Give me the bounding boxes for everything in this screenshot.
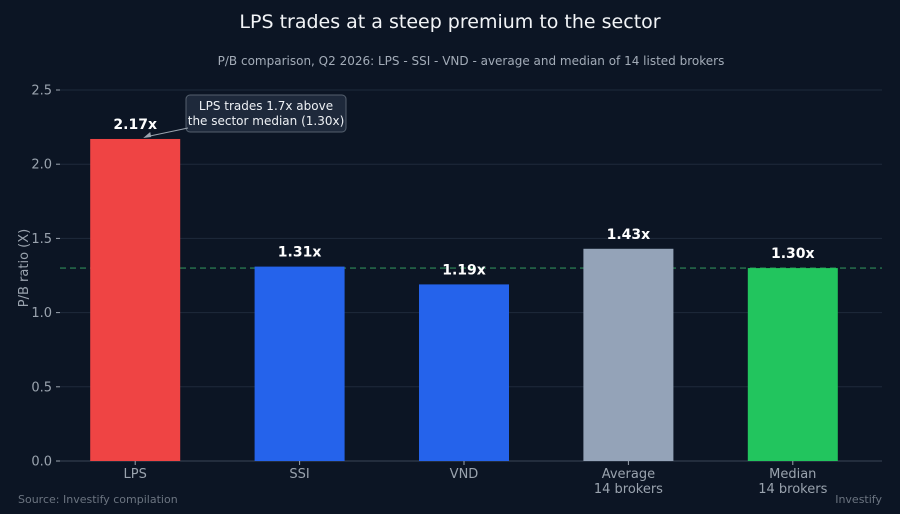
bar <box>90 138 181 462</box>
value-labels: 2.17x 1.31x 1.19x 1.43x 1.30x <box>113 117 814 278</box>
value-label: 1.43x <box>607 227 651 243</box>
category-label: 14 brokers <box>594 482 663 497</box>
annotation-box <box>185 94 347 133</box>
category-label: SSI <box>289 467 309 482</box>
bars <box>90 138 838 462</box>
source-note: Source: Investify compilation <box>18 493 178 506</box>
bar <box>254 266 345 461</box>
y-tick-label: 2.0 <box>31 158 52 173</box>
annotation-arrowhead <box>143 131 152 138</box>
y-tick-label: 1.0 <box>31 306 52 321</box>
value-label: 1.31x <box>278 245 322 261</box>
annotation-arrow <box>145 127 189 138</box>
y-axis-label: P/B ratio (X) <box>17 229 32 307</box>
chart-title: LPS trades at a steep premium to the sec… <box>239 11 660 33</box>
value-label: 1.19x <box>442 262 486 278</box>
value-label: 1.30x <box>771 246 815 262</box>
category-label: 14 brokers <box>758 482 827 497</box>
y-tick-label: 0.0 <box>31 455 52 470</box>
chart-subtitle: P/B comparison, Q2 2026: LPS - SSI - VND… <box>218 54 725 68</box>
y-axis-ticks: 0.0 0.5 1.0 1.5 2.0 2.5 <box>31 84 60 470</box>
y-tick-label: 1.5 <box>31 232 52 247</box>
category-label: Median <box>769 467 816 482</box>
annotation-text: LPS trades 1.7x above <box>199 99 333 113</box>
category-label: LPS <box>124 467 147 482</box>
y-tick-label: 2.5 <box>31 84 52 99</box>
credit-note: Investify <box>835 493 882 506</box>
bar <box>419 284 509 461</box>
category-label: VND <box>450 467 479 482</box>
y-tick-label: 0.5 <box>31 380 52 395</box>
annotation-text: the sector median (1.30x) <box>188 114 345 128</box>
bar <box>583 248 674 461</box>
value-label: 2.17x <box>113 117 157 133</box>
category-label: Average <box>602 467 655 482</box>
bar <box>747 268 838 461</box>
